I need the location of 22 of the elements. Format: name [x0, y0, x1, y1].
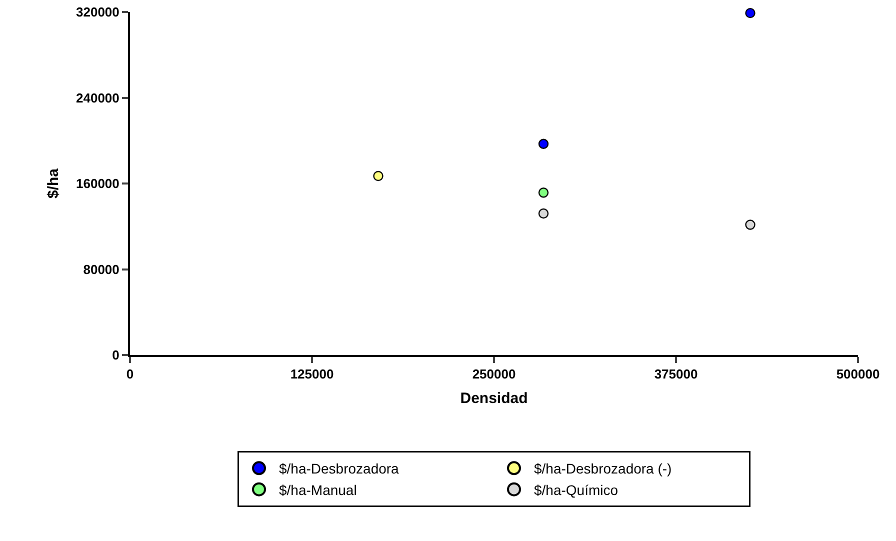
y-tick-label: 320000	[76, 4, 120, 20]
y-tick-label: 80000	[83, 262, 120, 277]
y-axis-title: $/ha	[44, 168, 62, 199]
legend-label: $/ha-Químico	[534, 482, 618, 498]
point	[538, 138, 549, 149]
y-tick-label: 240000	[76, 90, 120, 106]
legend-label: $/ha-Desbrozadora (-)	[534, 460, 672, 477]
x-tick-label: 375000	[654, 366, 698, 382]
point	[538, 208, 549, 219]
x-tick-label: 250000	[472, 366, 516, 382]
x-tick-label: 0	[126, 366, 134, 382]
y-tick-label: 160000	[76, 176, 120, 192]
y-tick-label: 0	[112, 348, 120, 363]
legend-label: $/ha-Desbrozadora	[279, 460, 400, 477]
point	[745, 8, 756, 18]
x-axis-title: Densidad	[460, 390, 528, 408]
x-tick-label: 125000	[290, 366, 334, 382]
point	[745, 220, 756, 230]
point	[373, 170, 384, 182]
point	[538, 188, 549, 198]
legend-label: $/ha-Manual	[279, 482, 357, 498]
x-tick-label: 500000	[836, 366, 880, 382]
